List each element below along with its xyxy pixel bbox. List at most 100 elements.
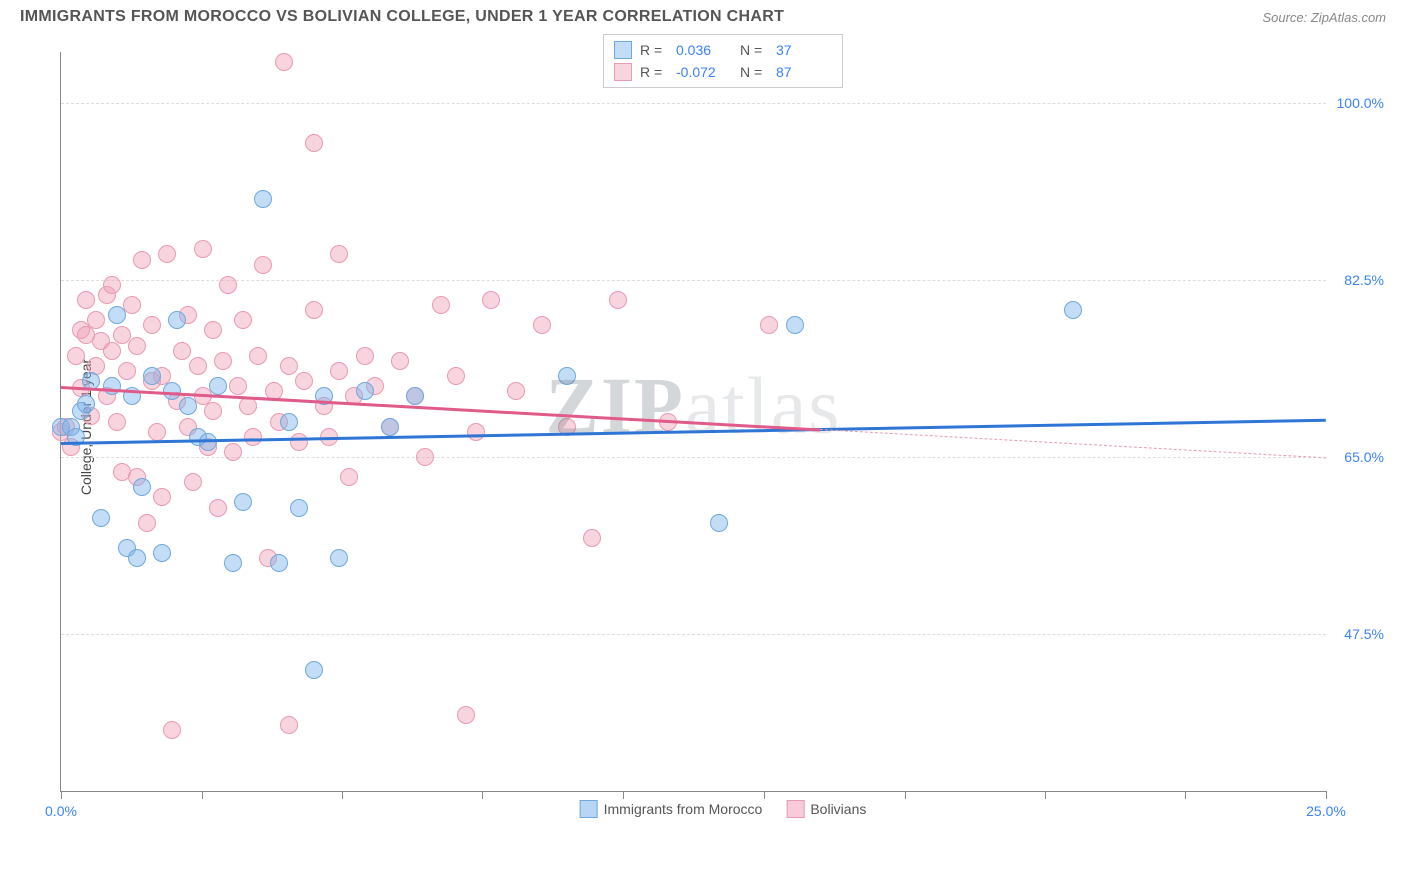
data-point bbox=[229, 377, 247, 395]
x-tick bbox=[342, 791, 343, 799]
data-point bbox=[381, 418, 399, 436]
data-point bbox=[391, 352, 409, 370]
data-point bbox=[583, 529, 601, 547]
data-point bbox=[194, 240, 212, 258]
data-point bbox=[209, 499, 227, 517]
data-point bbox=[609, 291, 627, 309]
x-tick-label: 0.0% bbox=[45, 803, 77, 819]
data-point bbox=[356, 382, 374, 400]
x-tick bbox=[61, 791, 62, 799]
legend-item: Immigrants from Morocco bbox=[580, 800, 763, 818]
data-point bbox=[204, 321, 222, 339]
data-point bbox=[92, 509, 110, 527]
chart-container: College, Under 1 year ZIPatlas 47.5%65.0… bbox=[60, 32, 1386, 822]
data-point bbox=[330, 362, 348, 380]
x-tick bbox=[1045, 791, 1046, 799]
data-point bbox=[173, 342, 191, 360]
data-point bbox=[234, 311, 252, 329]
data-point bbox=[214, 352, 232, 370]
data-point bbox=[244, 428, 262, 446]
data-point bbox=[295, 372, 313, 390]
data-point bbox=[158, 245, 176, 263]
data-point bbox=[710, 514, 728, 532]
data-point bbox=[189, 357, 207, 375]
x-tick bbox=[1185, 791, 1186, 799]
legend-n-label: N = bbox=[740, 64, 768, 80]
data-point bbox=[249, 347, 267, 365]
data-point bbox=[290, 499, 308, 517]
gridline bbox=[61, 634, 1326, 635]
data-point bbox=[163, 721, 181, 739]
trend-line bbox=[820, 429, 1326, 458]
y-tick-label: 82.5% bbox=[1330, 272, 1384, 288]
data-point bbox=[340, 468, 358, 486]
x-tick bbox=[1326, 791, 1327, 799]
data-point bbox=[148, 423, 166, 441]
data-point bbox=[786, 316, 804, 334]
data-point bbox=[254, 256, 272, 274]
legend-row: R =0.036N =37 bbox=[614, 39, 832, 61]
data-point bbox=[234, 493, 252, 511]
data-point bbox=[103, 276, 121, 294]
chart-title: IMMIGRANTS FROM MOROCCO VS BOLIVIAN COLL… bbox=[20, 8, 784, 26]
data-point bbox=[280, 716, 298, 734]
data-point bbox=[153, 488, 171, 506]
data-point bbox=[290, 433, 308, 451]
legend-swatch bbox=[614, 63, 632, 81]
y-tick-label: 65.0% bbox=[1330, 449, 1384, 465]
data-point bbox=[533, 316, 551, 334]
plot-area: ZIPatlas 47.5%65.0%82.5%100.0%0.0%25.0% bbox=[60, 52, 1326, 792]
watermark: ZIPatlas bbox=[546, 361, 842, 452]
data-point bbox=[432, 296, 450, 314]
legend-r-value: -0.072 bbox=[676, 64, 732, 80]
data-point bbox=[219, 276, 237, 294]
data-point bbox=[184, 473, 202, 491]
data-point bbox=[87, 311, 105, 329]
chart-header: IMMIGRANTS FROM MOROCCO VS BOLIVIAN COLL… bbox=[0, 0, 1406, 32]
data-point bbox=[128, 337, 146, 355]
data-point bbox=[128, 549, 146, 567]
legend-label: Immigrants from Morocco bbox=[604, 801, 763, 817]
legend-label: Bolivians bbox=[810, 801, 866, 817]
legend-r-value: 0.036 bbox=[676, 42, 732, 58]
legend-r-label: R = bbox=[640, 42, 668, 58]
data-point bbox=[204, 402, 222, 420]
data-point bbox=[143, 367, 161, 385]
series-legend: Immigrants from Morocco Bolivians bbox=[580, 800, 867, 818]
data-point bbox=[133, 478, 151, 496]
data-point bbox=[280, 413, 298, 431]
data-point bbox=[138, 514, 156, 532]
data-point bbox=[103, 377, 121, 395]
data-point bbox=[224, 554, 242, 572]
data-point bbox=[1064, 301, 1082, 319]
data-point bbox=[447, 367, 465, 385]
data-point bbox=[77, 291, 95, 309]
data-point bbox=[239, 397, 257, 415]
data-point bbox=[254, 190, 272, 208]
data-point bbox=[108, 306, 126, 324]
data-point bbox=[406, 387, 424, 405]
correlation-legend: R =0.036N =37R =-0.072N =87 bbox=[603, 34, 843, 88]
data-point bbox=[224, 443, 242, 461]
gridline bbox=[61, 457, 1326, 458]
x-tick bbox=[202, 791, 203, 799]
data-point bbox=[118, 362, 136, 380]
legend-swatch bbox=[580, 800, 598, 818]
x-tick bbox=[764, 791, 765, 799]
data-point bbox=[123, 296, 141, 314]
legend-item: Bolivians bbox=[786, 800, 866, 818]
data-point bbox=[108, 413, 126, 431]
data-point bbox=[270, 554, 288, 572]
x-tick bbox=[623, 791, 624, 799]
legend-r-label: R = bbox=[640, 64, 668, 80]
data-point bbox=[305, 661, 323, 679]
legend-swatch bbox=[614, 41, 632, 59]
data-point bbox=[209, 377, 227, 395]
data-point bbox=[330, 245, 348, 263]
data-point bbox=[67, 347, 85, 365]
legend-n-label: N = bbox=[740, 42, 768, 58]
data-point bbox=[482, 291, 500, 309]
legend-row: R = -0.072 N = 87 bbox=[614, 61, 832, 83]
legend-n-value: 87 bbox=[776, 64, 832, 80]
y-tick-label: 100.0% bbox=[1330, 95, 1384, 111]
